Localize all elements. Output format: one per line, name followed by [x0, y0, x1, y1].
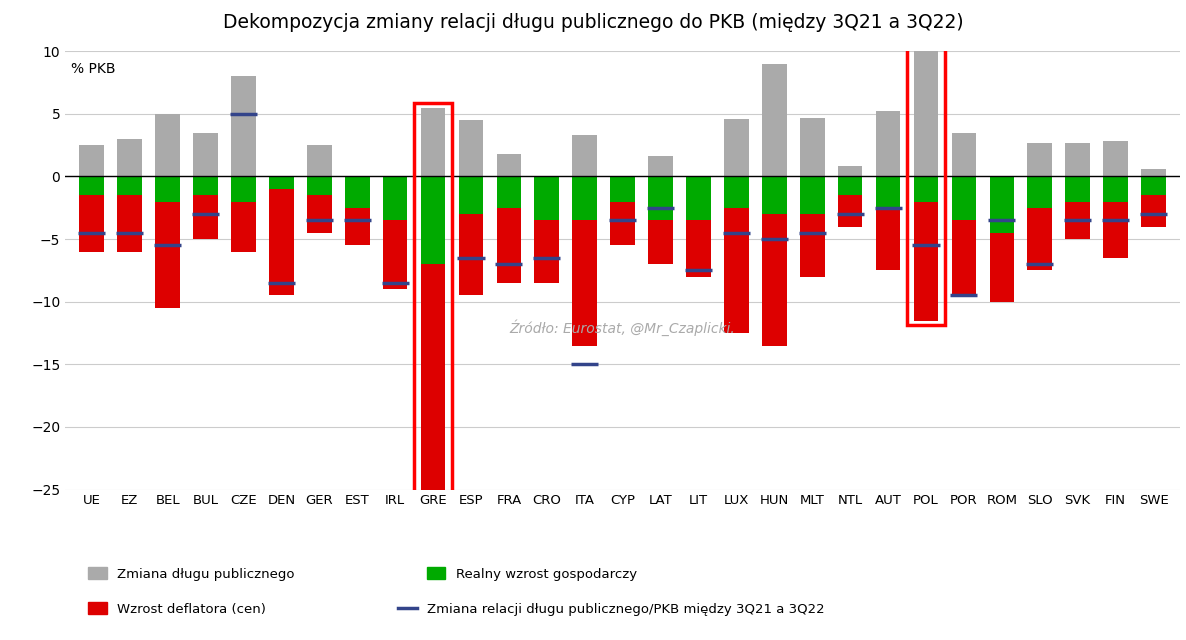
Bar — [307, 195, 332, 233]
Bar — [573, 135, 597, 177]
Bar — [1065, 143, 1090, 177]
Bar — [497, 177, 521, 208]
Bar — [989, 177, 1014, 233]
Bar — [875, 177, 900, 208]
Bar — [951, 177, 976, 220]
Bar — [951, 220, 976, 296]
Bar — [1027, 143, 1052, 177]
Bar — [725, 208, 748, 333]
Bar — [79, 195, 104, 252]
Bar — [913, 177, 938, 202]
Bar — [155, 177, 180, 202]
Bar — [687, 220, 710, 276]
Bar — [989, 233, 1014, 301]
Bar — [1103, 202, 1128, 258]
Bar — [1065, 202, 1090, 239]
Bar — [79, 145, 104, 177]
Bar — [117, 139, 142, 177]
Bar — [1103, 177, 1128, 202]
Bar — [837, 166, 862, 177]
Bar — [611, 177, 635, 202]
Bar — [1065, 177, 1090, 202]
Bar — [725, 119, 748, 177]
Bar — [117, 177, 142, 195]
Bar — [837, 177, 862, 195]
Bar — [421, 264, 446, 490]
Text: % PKB: % PKB — [71, 62, 115, 76]
Bar — [913, 202, 938, 321]
Bar — [383, 177, 408, 220]
Bar — [761, 64, 786, 177]
Bar — [269, 177, 294, 189]
Bar — [421, 177, 446, 264]
Bar — [231, 202, 256, 252]
Bar — [907, 47, 945, 325]
Bar — [649, 220, 672, 264]
Bar — [459, 120, 484, 177]
Bar — [1141, 195, 1166, 227]
Bar — [573, 177, 597, 220]
Bar — [497, 154, 521, 177]
Bar — [1141, 177, 1166, 195]
Bar — [1027, 177, 1052, 208]
Bar — [649, 156, 672, 177]
Bar — [307, 177, 332, 195]
Bar — [414, 103, 452, 494]
Legend: Wzrost deflatora (cen), Zmiana relacji długu publicznego/PKB między 3Q21 a 3Q22: Wzrost deflatora (cen), Zmiana relacji d… — [83, 597, 830, 621]
Bar — [79, 177, 104, 195]
Bar — [459, 214, 484, 296]
Bar — [799, 177, 824, 214]
Bar — [155, 202, 180, 308]
Bar — [231, 76, 256, 177]
Text: Źródło: Eurostat, @Mr_Czaplicki.: Źródło: Eurostat, @Mr_Czaplicki. — [510, 319, 735, 336]
Bar — [875, 208, 900, 270]
Bar — [761, 214, 786, 346]
Bar — [535, 177, 559, 220]
Text: Dekompozycja zmiany relacji długu publicznego do PKB (między 3Q21 a 3Q22): Dekompozycja zmiany relacji długu public… — [223, 13, 963, 32]
Bar — [1103, 141, 1128, 177]
Bar — [535, 220, 559, 283]
Bar — [649, 177, 672, 220]
Bar — [1141, 169, 1166, 177]
Bar — [193, 177, 218, 195]
Bar — [383, 220, 408, 289]
Bar — [1027, 208, 1052, 270]
Bar — [761, 177, 786, 214]
Bar — [193, 132, 218, 177]
Bar — [573, 220, 597, 346]
Bar — [799, 118, 824, 177]
Bar — [913, 51, 938, 177]
Bar — [155, 114, 180, 177]
Bar — [421, 108, 446, 177]
Bar — [837, 195, 862, 227]
Bar — [307, 145, 332, 177]
Bar — [611, 202, 635, 245]
Bar — [345, 208, 370, 245]
Bar — [345, 177, 370, 208]
Bar — [725, 177, 748, 208]
Bar — [117, 195, 142, 252]
Bar — [269, 189, 294, 296]
Bar — [459, 177, 484, 214]
Bar — [687, 177, 710, 220]
Bar — [951, 132, 976, 177]
Bar — [799, 214, 824, 276]
Bar — [193, 195, 218, 239]
Bar — [497, 208, 521, 283]
Bar — [875, 111, 900, 177]
Bar — [231, 177, 256, 202]
